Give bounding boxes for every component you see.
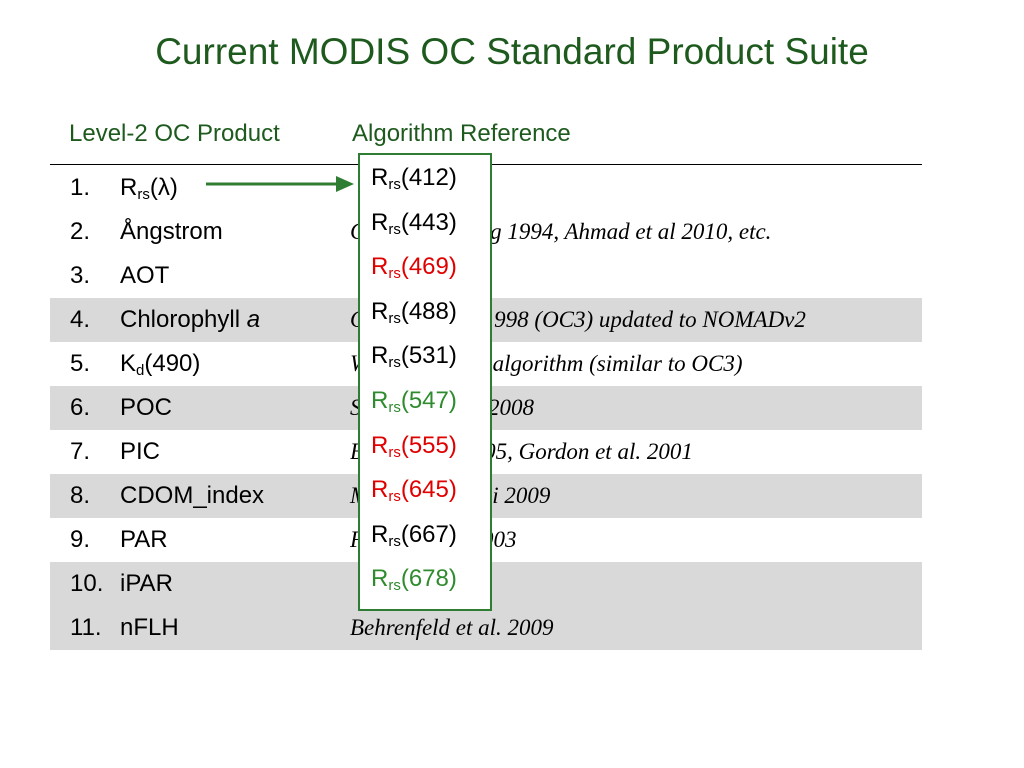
product-name-text: nFLH xyxy=(120,614,179,641)
band-subscript: rs xyxy=(388,220,401,238)
band-wavelength: (412) xyxy=(400,164,457,191)
product-name: nFLH xyxy=(120,606,179,650)
band-wavelength: (443) xyxy=(400,208,457,236)
product-name-text: PIC xyxy=(120,438,161,465)
band-symbol: R xyxy=(371,342,389,370)
band-wavelength: (547) xyxy=(400,387,457,414)
product-name: Ångstrom xyxy=(120,210,223,254)
product-name: iPAR xyxy=(120,562,173,606)
row-number: 6. xyxy=(70,394,91,421)
band-subscript: rs xyxy=(388,532,401,550)
table-row: 3. AOT xyxy=(50,254,922,298)
band-subscript: rs xyxy=(388,309,401,327)
row-number: 5. xyxy=(70,350,91,377)
rrs-band-item: Rrs(469) xyxy=(371,252,457,282)
table-row: 1. Rrs(λ) xyxy=(50,166,922,210)
product-name-suffix: (λ) xyxy=(149,174,178,201)
band-symbol: R xyxy=(371,387,389,414)
row-number: 4. xyxy=(70,306,91,333)
band-subscript: rs xyxy=(388,354,401,372)
rrs-band-item: Rrs(488) xyxy=(371,297,457,327)
rrs-band-item: Rrs(443) xyxy=(371,208,457,238)
rrs-band-item: Rrs(667) xyxy=(371,520,457,550)
row-number: 10. xyxy=(70,570,104,597)
band-wavelength: (678) xyxy=(400,565,457,593)
product-name-text: CDOM_index xyxy=(120,482,265,509)
band-symbol: R xyxy=(371,431,389,459)
product-name: CDOM_index xyxy=(120,474,264,518)
product-name-suffix: (490) xyxy=(144,350,201,377)
product-name-subscript: d xyxy=(136,362,145,379)
product-name: POC xyxy=(120,386,172,430)
band-wavelength: (667) xyxy=(400,520,457,548)
product-name: Chlorophyll a xyxy=(120,298,260,342)
band-wavelength: (645) xyxy=(400,476,457,504)
product-name-italic: a xyxy=(246,306,261,333)
product-name-text: R xyxy=(120,174,138,201)
product-name: PAR xyxy=(120,518,168,562)
row-number: 9. xyxy=(70,526,91,553)
band-subscript: rs xyxy=(388,265,401,283)
band-symbol: R xyxy=(371,164,389,191)
product-name-text: Chlorophyll xyxy=(120,306,247,333)
rrs-band-item: Rrs(645) xyxy=(371,475,457,505)
row-number: 7. xyxy=(70,438,91,465)
product-name-text: POC xyxy=(120,394,173,421)
band-subscript: rs xyxy=(388,176,401,193)
band-symbol: R xyxy=(371,208,389,236)
rrs-band-item: Rrs(531) xyxy=(371,341,457,371)
slide-title: Current MODIS OC Standard Product Suite xyxy=(155,31,869,72)
row-number: 1. xyxy=(70,174,91,201)
band-symbol: R xyxy=(371,565,389,593)
product-name-text: Ångstrom xyxy=(120,218,223,245)
band-subscript: rs xyxy=(388,488,401,506)
band-wavelength: (469) xyxy=(400,253,457,281)
product-name: Rrs(λ) xyxy=(120,166,178,210)
rrs-band-item: Rrs(555) xyxy=(371,431,457,461)
rrs-bands-popup: Rrs(412) Rrs(443) Rrs(469) Rrs(488) Rrs(531)… xyxy=(358,153,492,611)
band-wavelength: (555) xyxy=(400,431,457,459)
band-subscript: rs xyxy=(388,399,401,416)
product-name-subscript: rs xyxy=(137,186,150,203)
band-symbol: R xyxy=(371,520,389,548)
algorithm-reference: Behrenfeld et al. 2009 xyxy=(350,615,554,640)
row-number: 11. xyxy=(70,614,102,641)
band-wavelength: (488) xyxy=(400,297,457,325)
column-header-product: Level-2 OC Product xyxy=(69,120,280,147)
product-name: Kd(490) xyxy=(120,342,200,386)
column-header-reference: Algorithm Reference xyxy=(352,120,571,147)
product-name-text: K xyxy=(120,350,137,377)
product-name-text: AOT xyxy=(120,262,170,289)
band-symbol: R xyxy=(371,476,389,504)
band-wavelength: (531) xyxy=(400,342,457,370)
band-symbol: R xyxy=(371,253,389,281)
product-name: AOT xyxy=(120,254,169,298)
band-symbol: R xyxy=(371,297,389,325)
arrow-right-icon xyxy=(206,176,354,192)
band-subscript: rs xyxy=(388,577,401,595)
band-subscript: rs xyxy=(388,443,401,461)
row-number: 8. xyxy=(70,482,91,509)
rrs-band-item: Rrs(412) xyxy=(371,163,457,193)
product-name: PIC xyxy=(120,430,160,474)
rrs-band-item: Rrs(547) xyxy=(371,386,457,416)
product-name-text: PAR xyxy=(120,526,168,553)
product-name-text: iPAR xyxy=(120,570,173,597)
rrs-band-item: Rrs(678) xyxy=(371,564,457,594)
table-row: 11. nFLH Behrenfeld et al. 2009 xyxy=(50,606,922,650)
row-number: 2. xyxy=(70,218,91,245)
row-number: 3. xyxy=(70,262,91,289)
